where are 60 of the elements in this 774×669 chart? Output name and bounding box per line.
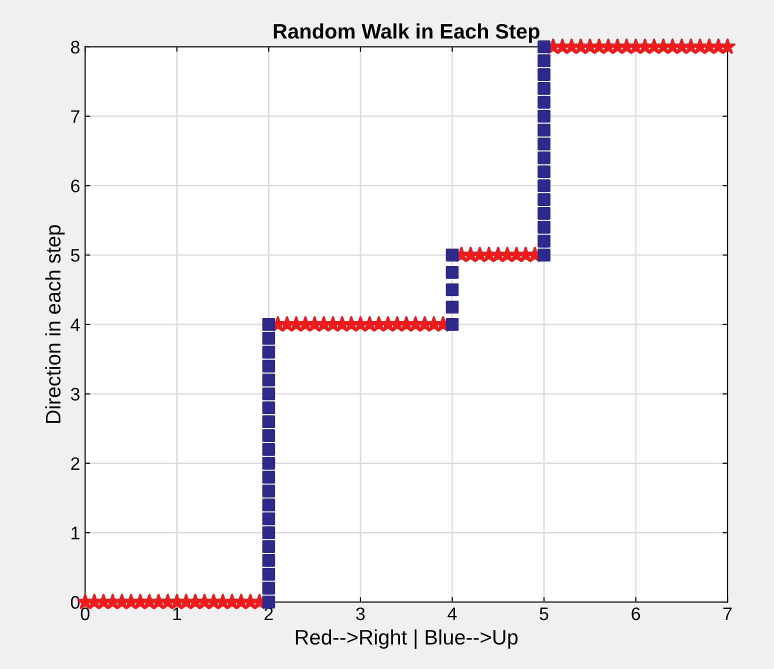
point (262, 568, 276, 581)
point (446, 300, 459, 314)
point (262, 498, 276, 512)
point (538, 220, 550, 234)
point (262, 596, 276, 609)
point (446, 283, 459, 296)
y-axis-title: Direction in each step (45, 225, 65, 423)
x-tick-label: 5 (540, 608, 548, 620)
y-tick-label: 7 (71, 110, 80, 123)
point (538, 234, 550, 248)
point (538, 54, 550, 68)
point (538, 82, 550, 95)
point (262, 415, 276, 428)
chart-title: Random Walk in Each Step (274, 23, 540, 43)
point (538, 165, 550, 178)
x-tick-label: 3 (356, 607, 365, 620)
point (262, 470, 276, 484)
point (262, 332, 276, 345)
point (262, 456, 276, 470)
point (446, 266, 459, 279)
x-tick-label: 4 (448, 608, 457, 620)
point (538, 68, 550, 82)
y-tick-label: 3 (70, 388, 80, 401)
point (446, 248, 459, 262)
point (538, 193, 550, 206)
point (538, 138, 550, 150)
x-tick-label: 1 (173, 608, 182, 620)
point (262, 401, 276, 414)
point (538, 248, 550, 262)
y-tick-label: 5 (70, 249, 80, 262)
point (538, 110, 550, 123)
x-axis-title: Red-->Right | Blue-->Up (296, 629, 518, 649)
point (262, 582, 276, 595)
point (262, 540, 276, 553)
y-tick-label: 2 (71, 457, 80, 470)
y-tick-label: 1 (72, 526, 80, 540)
point (262, 484, 276, 498)
point (262, 512, 276, 526)
x-tick-label: 7 (723, 608, 732, 620)
point (538, 124, 550, 137)
point (262, 429, 276, 442)
point (538, 151, 550, 164)
point (262, 387, 276, 400)
point (262, 442, 276, 456)
point (538, 96, 550, 109)
point (538, 179, 550, 192)
y-tick-label: 6 (71, 180, 80, 192)
point (538, 206, 550, 220)
point (262, 360, 276, 373)
point (262, 554, 276, 567)
y-tick-label: 8 (71, 40, 80, 54)
y-tick-label: 4 (70, 318, 80, 332)
point (262, 374, 276, 386)
point (262, 526, 276, 540)
point (262, 346, 276, 359)
x-tick-label: 6 (632, 607, 640, 620)
point (446, 318, 459, 331)
x-tick-label: 0 (80, 607, 90, 620)
point (262, 318, 276, 331)
point (538, 40, 550, 54)
